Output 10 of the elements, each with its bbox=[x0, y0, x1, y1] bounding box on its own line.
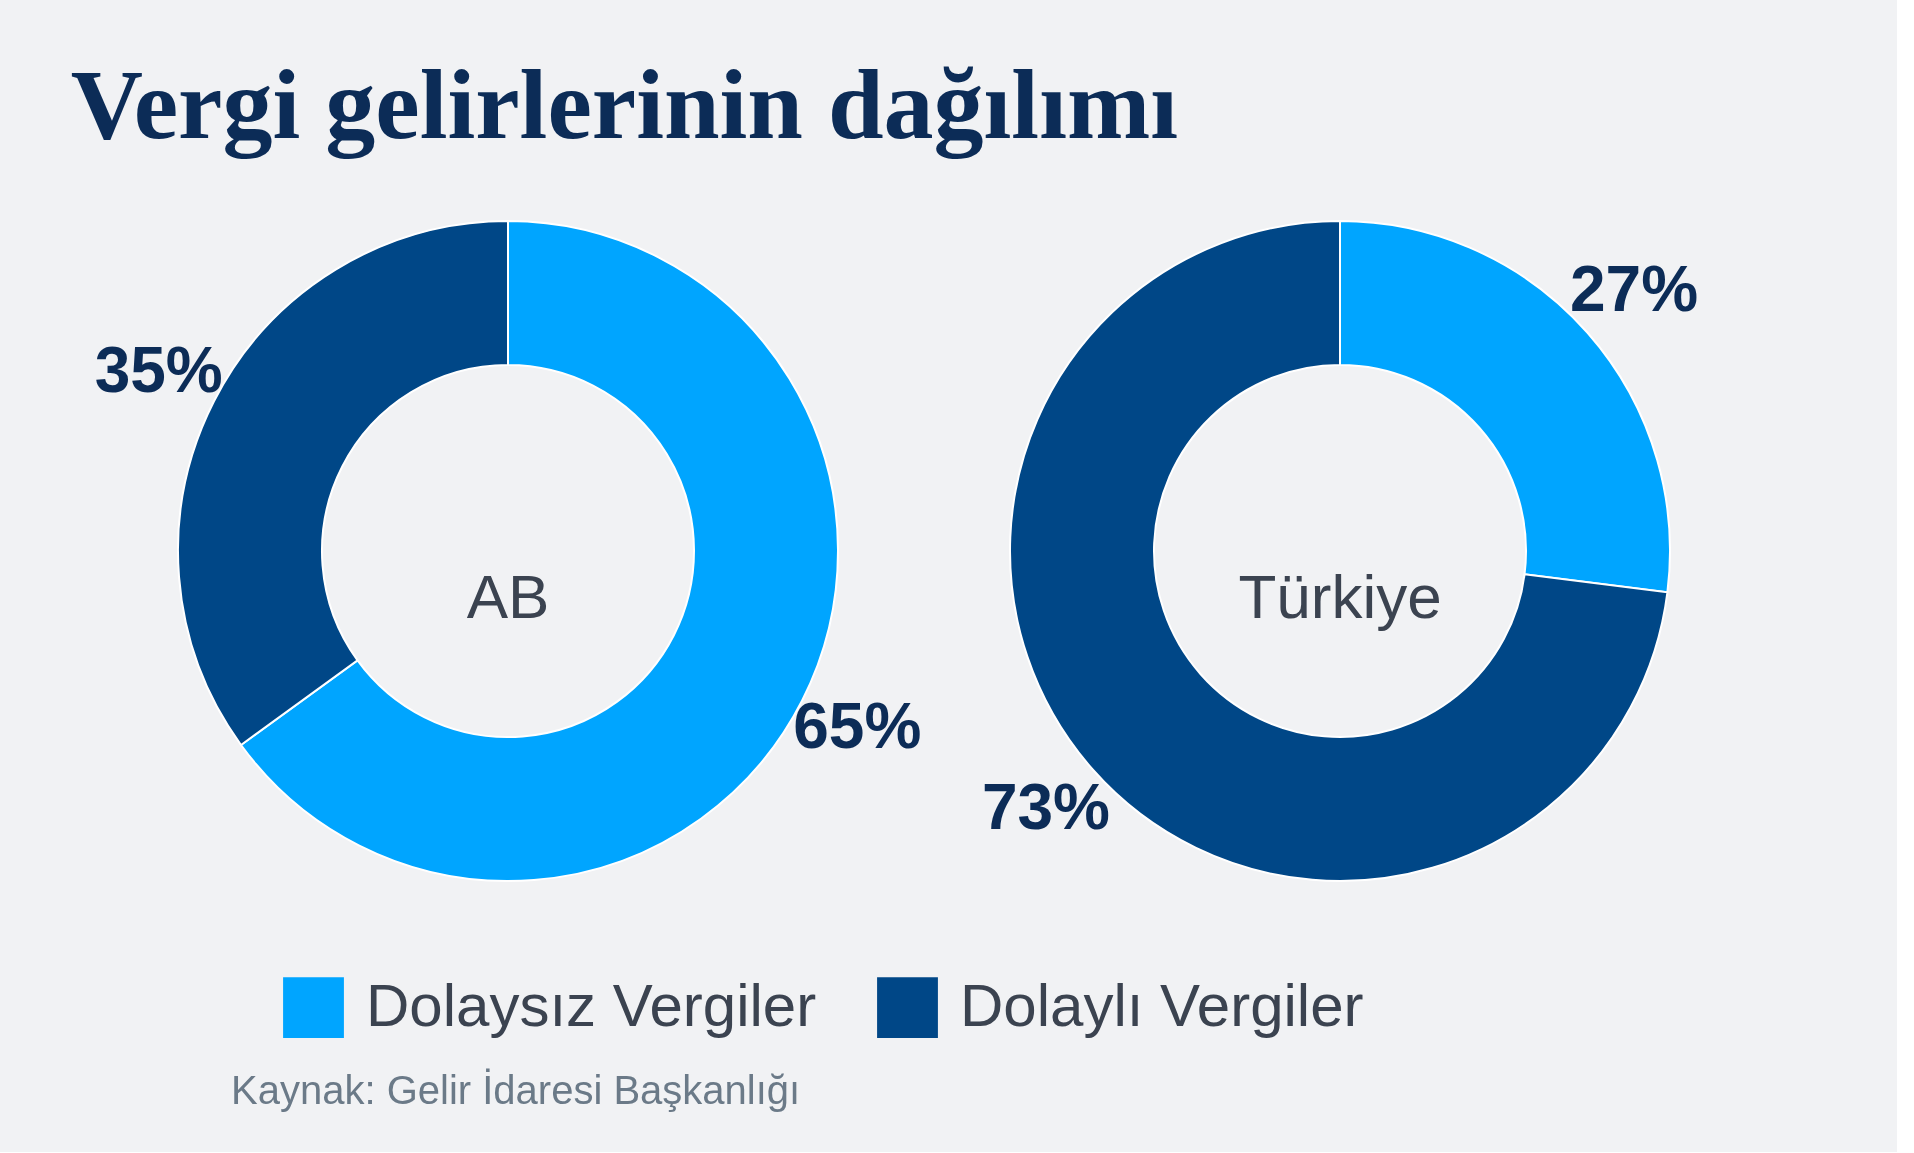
chart-title: Vergi gelirlerinin dağılımı bbox=[70, 49, 1179, 160]
text: Kaynak: Gelir İdaresi Başkanlığı bbox=[231, 1068, 801, 1112]
legend-label: Dolaylı Vergiler bbox=[960, 971, 1364, 1039]
legend-label: Dolaysız Vergiler bbox=[366, 971, 817, 1039]
data-label: 65% bbox=[793, 689, 922, 762]
data-label: 27% bbox=[1570, 252, 1699, 325]
data-label: 73% bbox=[981, 771, 1110, 844]
data-label: 35% bbox=[94, 334, 223, 407]
slice-label: Türkiye bbox=[1238, 562, 1442, 631]
slice-label: AB bbox=[466, 562, 550, 631]
